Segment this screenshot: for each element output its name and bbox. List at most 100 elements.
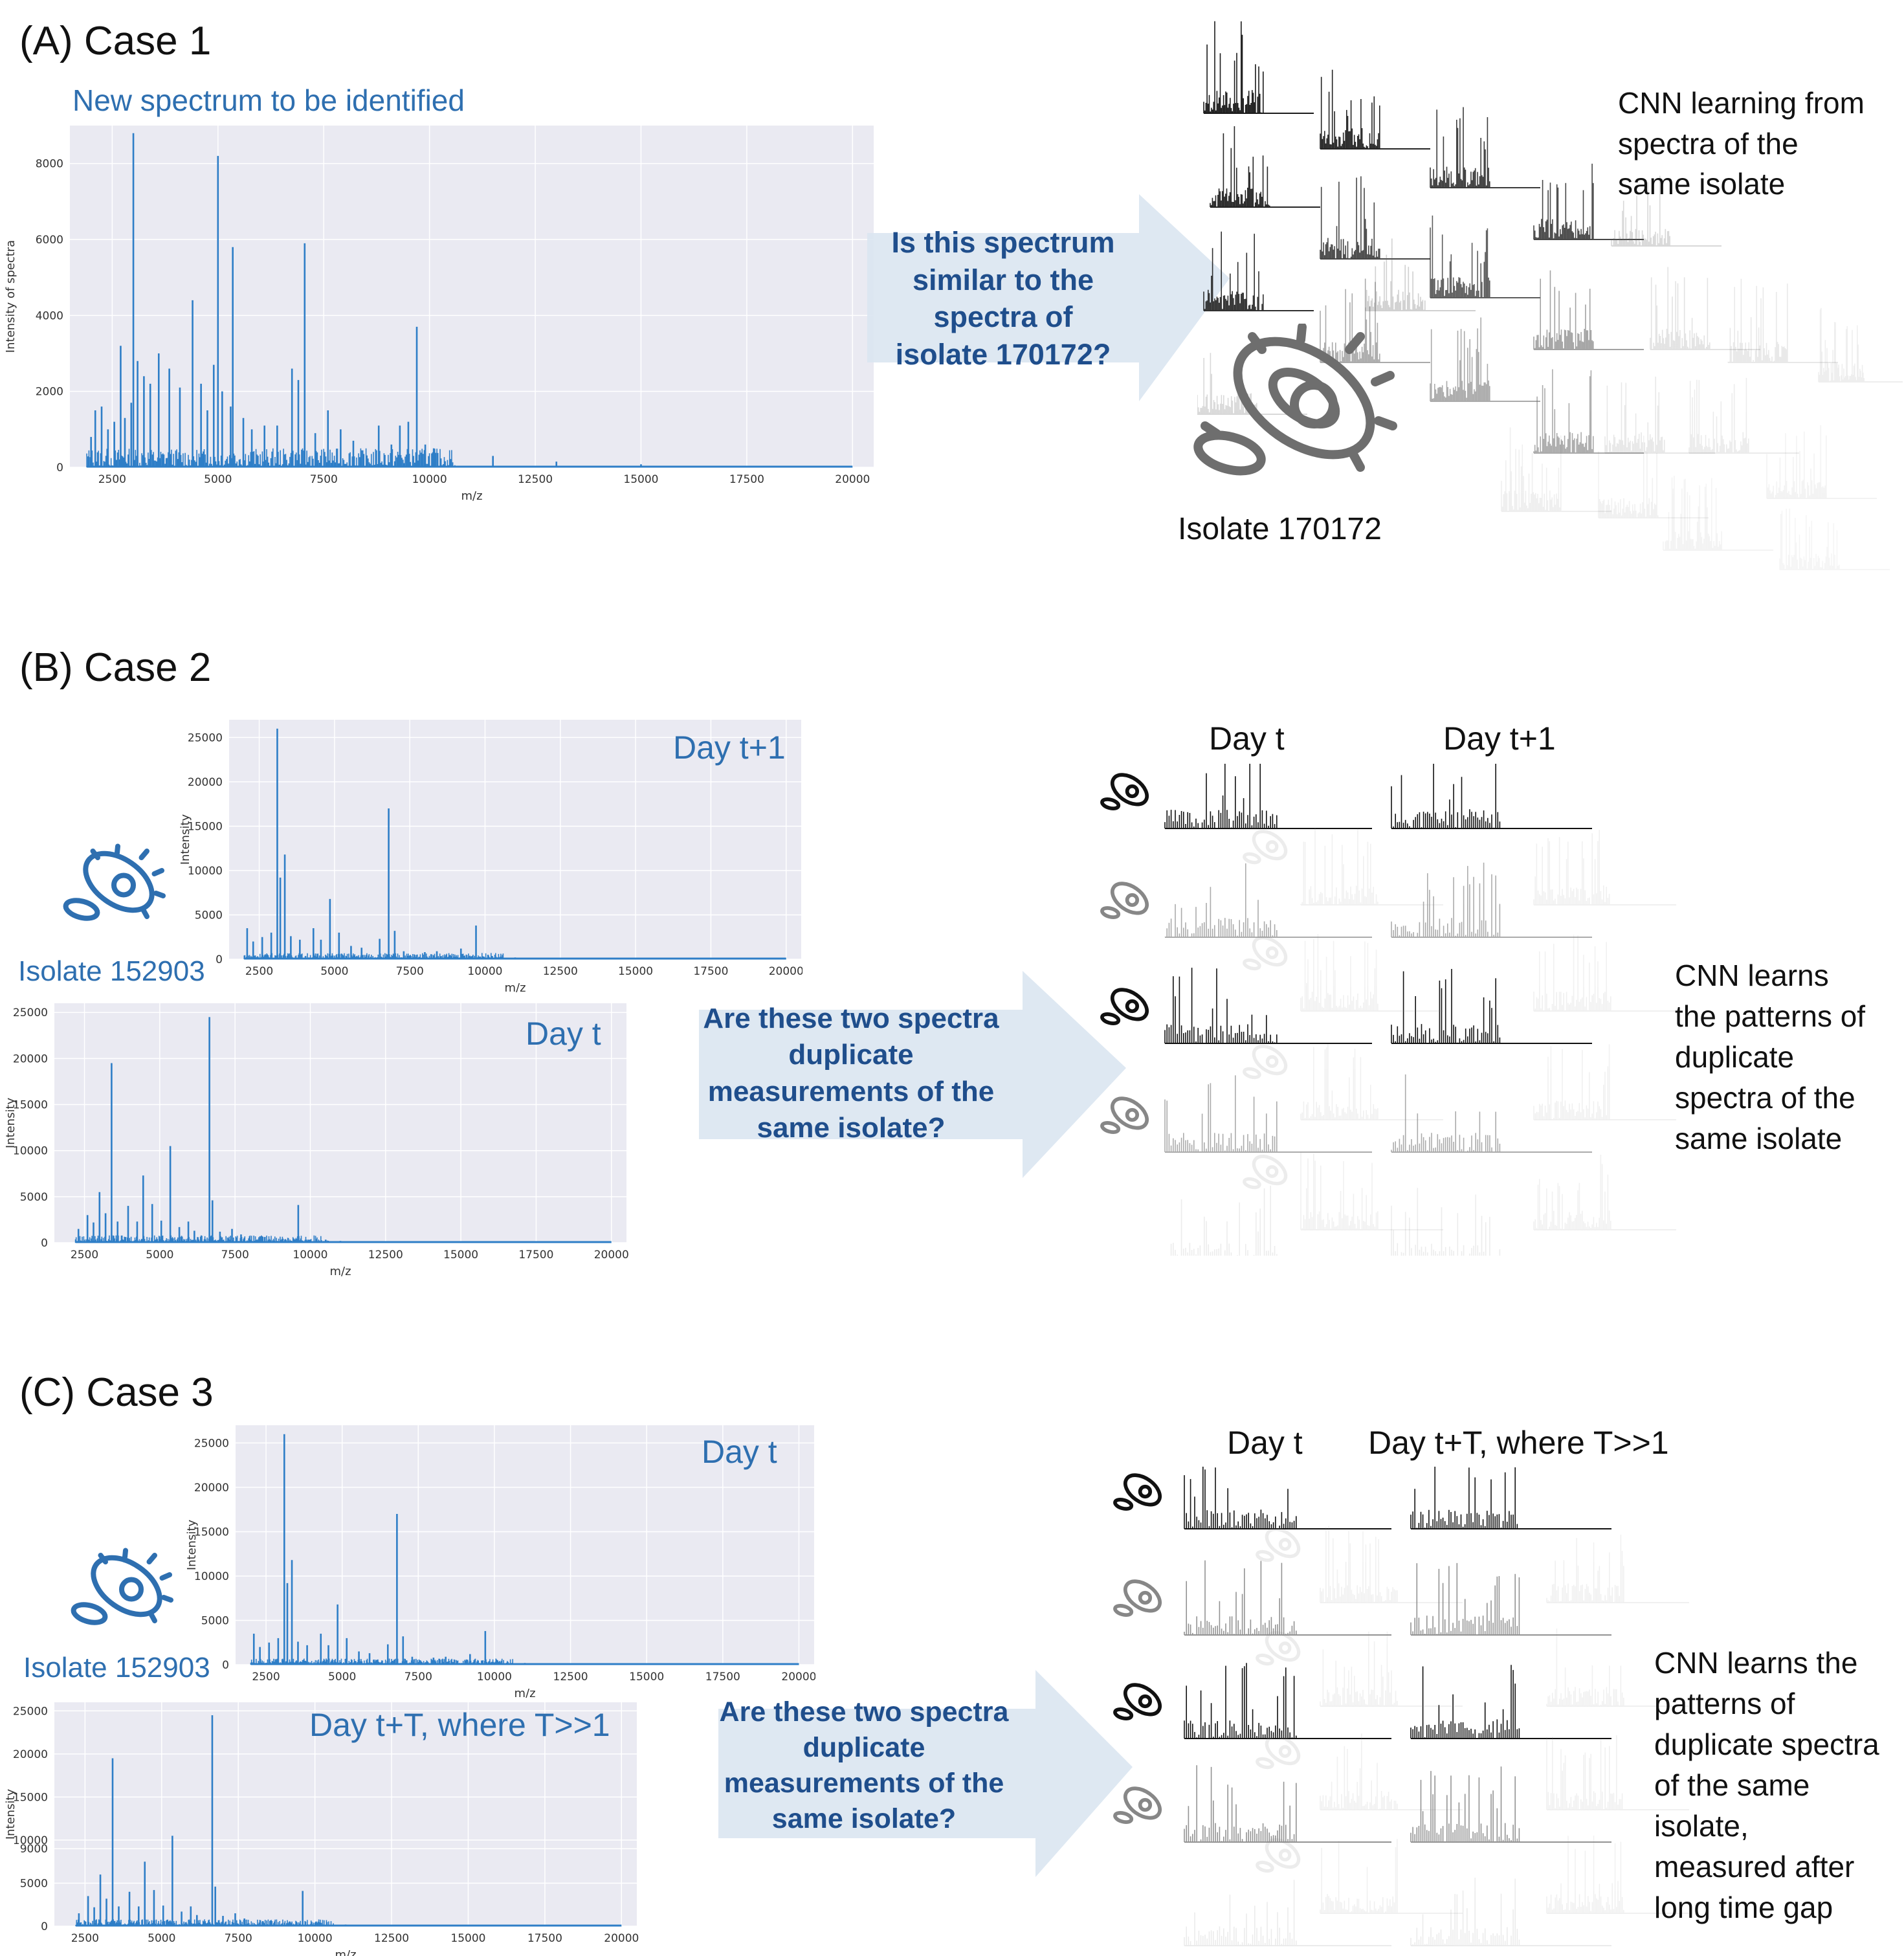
x-tick-label: 10000 (298, 1932, 333, 1945)
day-t-spectrum-thumb (1164, 863, 1372, 938)
ghost-spectrum-thumb (1300, 1152, 1443, 1230)
bacterium-icon (1100, 882, 1149, 919)
y-tick-label: 0 (216, 953, 223, 966)
bacterium-icon (1256, 1838, 1301, 1873)
x-tick-label: 7500 (404, 1671, 432, 1684)
x-tick-label: 2500 (252, 1671, 280, 1684)
ghost-spectrum-thumb (1300, 827, 1443, 906)
case1-title: (A) Case 1 (19, 19, 212, 63)
case3-isolate-label: Isolate 152903 (23, 1652, 210, 1684)
day-t-spectrum-thumb (1164, 968, 1372, 1044)
x-tick-label: 7500 (310, 473, 338, 486)
y-tick-label: 5000 (20, 1191, 48, 1204)
ghost-spectrum-thumb (1546, 1836, 1689, 1914)
x-tick-label: 2500 (98, 473, 126, 486)
day-tT-spectrum-thumb (1410, 1562, 1611, 1636)
bacterium-icon (1113, 1473, 1162, 1511)
x-tick-label: 20000 (604, 1932, 639, 1945)
plot-area (70, 126, 874, 467)
x-tick-label: 10000 (412, 473, 447, 486)
bacterium-icon (1193, 324, 1397, 476)
case3-arrow (718, 1670, 1133, 1877)
x-tick-label: 12500 (374, 1932, 409, 1945)
day-t1-spectrum-thumb (1391, 862, 1592, 938)
training-spectrum-thumb (1650, 267, 1760, 350)
x-tick-label: 10000 (293, 1249, 327, 1261)
ghost-spectrum-thumb (1533, 1044, 1676, 1120)
training-spectrum-thumb (1533, 270, 1644, 350)
x-tick-label: 10000 (477, 1671, 512, 1684)
case2-question: Are these two spectra duplicate measurem… (703, 1003, 999, 1144)
y-tick-label: 25000 (194, 1437, 229, 1450)
bacterium-icon (1243, 1154, 1288, 1190)
bacterium-icon (1100, 1096, 1149, 1134)
x-tick-label: 15000 (443, 1249, 478, 1261)
training-spectrum-thumb (1430, 317, 1540, 402)
x-tick-label: 12500 (543, 965, 578, 978)
x-tick-label: 7500 (396, 965, 424, 978)
y-tick-label: 0 (41, 1237, 48, 1250)
day-t-spectrum-thumb (1184, 1880, 1391, 1946)
training-spectrum-thumb (1430, 216, 1540, 298)
y-tick-label: 10000 (13, 1834, 48, 1847)
y-tick-label: 6000 (36, 234, 63, 247)
x-tick-label: 5000 (320, 965, 348, 978)
x-tick-label: 15000 (629, 1671, 664, 1684)
y-tick-label: 10000 (194, 1570, 229, 1583)
x-tick-label: 20000 (835, 473, 870, 486)
case2-cnn-text: CNN learns the patterns of duplicate spe… (1675, 959, 1866, 1156)
ghost-spectrum-thumb (1320, 1839, 1463, 1914)
y-tick-label: 15000 (188, 820, 223, 833)
y-axis-title: Intensity (179, 814, 192, 865)
case1-isolate-label: Isolate 170172 (1178, 512, 1382, 546)
case2-training-grid (1100, 764, 1676, 1256)
bacterium-icon (1243, 935, 1288, 971)
case1-training-spectra (1197, 21, 1903, 570)
y-axis-title: Intensity (185, 1519, 199, 1570)
case2-col-day-t: Day t (1209, 720, 1285, 757)
x-tick-label: 2500 (71, 1249, 98, 1261)
ghost-spectrum-thumb (1320, 1631, 1463, 1707)
y-tick-label: 5000 (20, 1877, 48, 1890)
y-tick-label: 0 (56, 461, 63, 474)
y-tick-label: 20000 (13, 1748, 48, 1761)
case1-question: Is this spectrum similar to the spectra … (891, 226, 1115, 371)
x-tick-label: 12500 (368, 1249, 403, 1261)
day-t1-spectrum-thumb (1391, 1074, 1592, 1153)
ghost-spectrum-thumb (1320, 1733, 1463, 1810)
case3-col-day-t: Day t (1227, 1425, 1303, 1461)
y-tick-label: 25000 (13, 1705, 48, 1718)
plot-area (54, 1702, 637, 1926)
x-tick-label: 10000 (467, 965, 502, 978)
day-t-spectrum-thumb (1184, 1765, 1391, 1843)
bacterium-icon (1243, 1044, 1288, 1080)
case3-top-chart: 2500 5000 7500 10000 12500 15000 17500 20000 0 50… (185, 1425, 815, 1698)
training-spectrum-thumb (1430, 107, 1540, 188)
x-tick-label: 7500 (225, 1932, 252, 1945)
training-spectrum-thumb (1604, 376, 1715, 454)
x-axis-title: m/z (514, 1687, 535, 1698)
case3-bottom-chart: 2500 5000 7500 10000 12500 15000 17500 20000 0 50… (4, 1702, 639, 1956)
case3-bottom-day-label: Day t+T, where T>>1 (309, 1707, 610, 1743)
day-t-spectrum-thumb (1164, 764, 1372, 829)
day-tT-spectrum-thumb (1410, 1878, 1611, 1946)
x-tick-label: 15000 (450, 1932, 485, 1945)
day-t-spectrum-thumb (1184, 1663, 1391, 1739)
x-tick-label: 17500 (518, 1249, 553, 1261)
training-spectrum-thumb (1533, 369, 1644, 454)
case2-arrow (699, 971, 1126, 1178)
bacterium-icon (1256, 1527, 1301, 1562)
x-tick-label: 15000 (623, 473, 658, 486)
x-tick-label: 7500 (221, 1249, 249, 1261)
day-t-spectrum-thumb (1184, 1560, 1391, 1636)
case1-spectrum-chart: 2500 5000 7500 10000 12500 15000 17500 20000 0 20… (4, 126, 874, 503)
x-tick-label: 12500 (518, 473, 553, 486)
y-axis-title: Intensity (4, 1788, 17, 1839)
case2-bottom-day-label: Day t (526, 1016, 601, 1052)
y-tick-label: 10000 (13, 1145, 48, 1158)
day-tT-spectrum-thumb (1410, 1467, 1611, 1529)
training-spectrum-thumb (1688, 377, 1799, 454)
case3-top-day-label: Day t (702, 1434, 777, 1470)
day-tT-spectrum-thumb (1410, 1665, 1611, 1739)
training-spectrum-thumb (1203, 21, 1314, 114)
